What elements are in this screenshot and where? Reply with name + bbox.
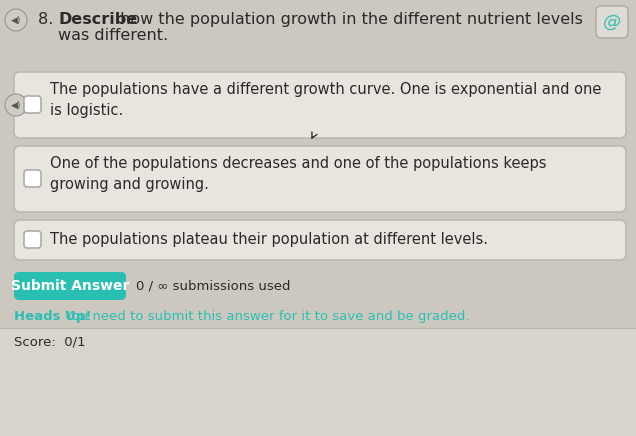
Text: 8.: 8.: [38, 12, 64, 27]
FancyBboxPatch shape: [596, 6, 628, 38]
Text: Describe: Describe: [58, 12, 137, 27]
Text: The populations plateau their population at different levels.: The populations plateau their population…: [50, 232, 488, 247]
Text: 0 / ∞ submissions used: 0 / ∞ submissions used: [136, 279, 291, 293]
FancyBboxPatch shape: [24, 96, 41, 113]
Text: You need to submit this answer for it to save and be graded.: You need to submit this answer for it to…: [61, 310, 469, 323]
FancyBboxPatch shape: [24, 170, 41, 187]
Text: Heads Up!: Heads Up!: [14, 310, 92, 323]
Circle shape: [5, 94, 27, 116]
Text: was different.: was different.: [58, 28, 168, 43]
Text: One of the populations decreases and one of the populations keeps
growing and gr: One of the populations decreases and one…: [50, 156, 546, 192]
Circle shape: [5, 9, 27, 31]
Text: ◀): ◀): [11, 16, 21, 24]
Text: The populations have a different growth curve. One is exponential and one
is log: The populations have a different growth …: [50, 82, 602, 118]
FancyBboxPatch shape: [14, 72, 626, 138]
Text: Score:  0/1: Score: 0/1: [14, 335, 86, 348]
FancyBboxPatch shape: [14, 146, 626, 212]
FancyBboxPatch shape: [14, 272, 126, 300]
Text: ◀): ◀): [11, 101, 21, 109]
FancyBboxPatch shape: [14, 220, 626, 260]
Text: @: @: [603, 13, 621, 31]
FancyBboxPatch shape: [24, 231, 41, 248]
Text: Submit Answer: Submit Answer: [11, 279, 129, 293]
FancyBboxPatch shape: [0, 328, 636, 436]
Text: how the population growth in the different nutrient levels: how the population growth in the differe…: [115, 12, 583, 27]
